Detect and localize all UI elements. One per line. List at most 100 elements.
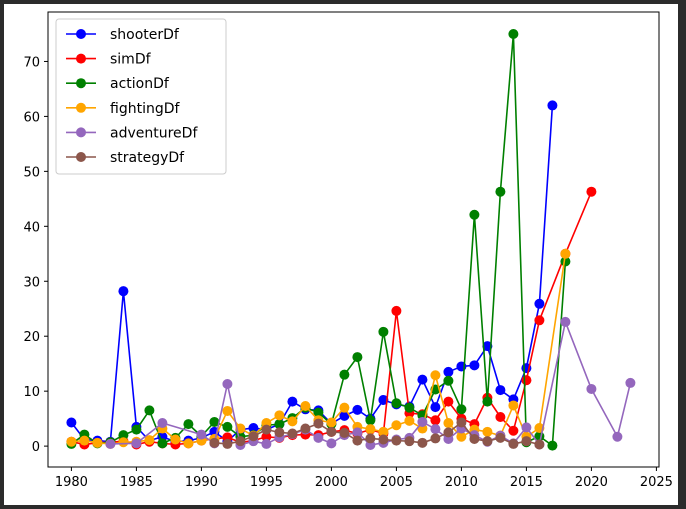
legend-item-actionDf: actionDf bbox=[66, 76, 170, 92]
data-point bbox=[352, 404, 363, 415]
series-line-adventureDf bbox=[110, 321, 632, 446]
data-point bbox=[404, 415, 415, 426]
legend-label: fightingDf bbox=[110, 101, 180, 117]
data-point bbox=[66, 436, 77, 447]
data-point bbox=[469, 360, 480, 371]
data-point bbox=[534, 298, 545, 309]
data-point bbox=[365, 415, 376, 426]
y-tick-label: 50 bbox=[23, 165, 40, 180]
x-tick-label: 2015 bbox=[510, 475, 543, 490]
data-point bbox=[521, 375, 532, 386]
data-point bbox=[196, 429, 207, 440]
x-tick-label: 1995 bbox=[250, 475, 283, 490]
data-point bbox=[222, 405, 233, 416]
data-point bbox=[378, 434, 389, 445]
data-point bbox=[482, 426, 493, 437]
data-point bbox=[183, 419, 194, 430]
data-point bbox=[443, 427, 454, 438]
data-point bbox=[144, 405, 155, 416]
data-point bbox=[534, 439, 545, 450]
y-tick-label: 60 bbox=[23, 110, 40, 125]
data-point bbox=[469, 433, 480, 444]
data-point bbox=[274, 427, 285, 438]
data-point bbox=[313, 432, 324, 443]
data-point bbox=[586, 186, 597, 197]
legend-box bbox=[55, 18, 227, 175]
data-point bbox=[547, 100, 558, 111]
data-point bbox=[495, 432, 506, 443]
x-tick-label: 1990 bbox=[185, 475, 218, 490]
x-tick-label: 2010 bbox=[445, 475, 478, 490]
data-point bbox=[443, 366, 454, 377]
data-point bbox=[430, 433, 441, 444]
data-point bbox=[339, 402, 350, 413]
data-point bbox=[521, 436, 532, 447]
x-tick-label: 2025 bbox=[640, 475, 673, 490]
data-point bbox=[274, 410, 285, 421]
data-point bbox=[508, 28, 519, 39]
data-point bbox=[222, 379, 233, 390]
data-point bbox=[456, 431, 467, 442]
data-point bbox=[586, 383, 597, 394]
data-point bbox=[300, 423, 311, 434]
x-tick-label: 1985 bbox=[120, 475, 153, 490]
data-point bbox=[222, 421, 233, 432]
data-point bbox=[339, 369, 350, 380]
data-point bbox=[391, 305, 402, 316]
data-point bbox=[352, 352, 363, 363]
legend-item-adventureDf: adventureDf bbox=[66, 125, 198, 141]
data-point bbox=[131, 438, 142, 449]
legend-label: strategyDf bbox=[110, 150, 185, 166]
data-point bbox=[287, 428, 298, 439]
data-point bbox=[118, 430, 129, 441]
data-point bbox=[313, 407, 324, 418]
data-point bbox=[118, 286, 129, 297]
data-point bbox=[495, 385, 506, 396]
data-point bbox=[248, 422, 259, 433]
data-point bbox=[495, 186, 506, 197]
data-point bbox=[261, 438, 272, 449]
legend-label: shooterDf bbox=[110, 27, 180, 43]
data-point bbox=[508, 438, 519, 449]
y-tick-label: 10 bbox=[23, 385, 40, 400]
axes: 1980 1985 1990 1995 2000 2005 2010 2015 2020 2025… bbox=[23, 11, 673, 490]
data-point bbox=[183, 438, 194, 449]
data-point bbox=[170, 434, 181, 445]
data-point bbox=[235, 436, 246, 447]
data-point bbox=[391, 398, 402, 409]
data-point bbox=[560, 256, 571, 267]
data-point bbox=[365, 433, 376, 444]
x-tick-label: 2000 bbox=[315, 475, 348, 490]
data-point bbox=[430, 402, 441, 413]
data-point bbox=[456, 404, 467, 415]
data-point bbox=[430, 370, 441, 381]
data-point bbox=[391, 435, 402, 446]
x-tick-label: 2005 bbox=[380, 475, 413, 490]
data-point bbox=[365, 424, 376, 435]
data-point bbox=[378, 426, 389, 437]
data-point bbox=[222, 438, 233, 449]
legend-item-shooterDf: shooterDf bbox=[66, 27, 180, 43]
data-point bbox=[326, 426, 337, 437]
data-point bbox=[326, 417, 337, 428]
data-point bbox=[313, 418, 324, 429]
data-point bbox=[469, 209, 480, 220]
data-point bbox=[547, 440, 558, 451]
data-point bbox=[105, 438, 116, 449]
data-point bbox=[300, 401, 311, 412]
x-tick-label: 1980 bbox=[55, 475, 88, 490]
legend-label: adventureDf bbox=[110, 125, 198, 141]
data-point bbox=[66, 417, 77, 428]
y-tick-label: 0 bbox=[32, 440, 40, 455]
x-tick-label: 2020 bbox=[575, 475, 608, 490]
data-point bbox=[352, 435, 363, 446]
data-point bbox=[495, 411, 506, 422]
series-strategyDf bbox=[209, 417, 545, 450]
data-point bbox=[248, 431, 259, 442]
data-point bbox=[79, 435, 90, 446]
data-point bbox=[625, 377, 636, 388]
data-point bbox=[352, 427, 363, 438]
data-point bbox=[612, 431, 623, 442]
legend-label: simDf bbox=[110, 52, 152, 68]
data-point bbox=[508, 400, 519, 411]
